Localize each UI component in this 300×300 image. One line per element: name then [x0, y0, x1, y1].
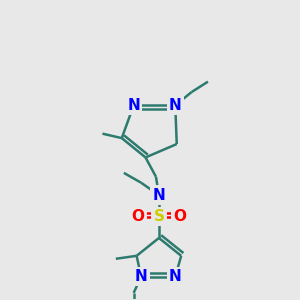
Text: N: N [169, 98, 182, 113]
Text: O: O [173, 209, 186, 224]
Text: O: O [132, 209, 145, 224]
Text: N: N [127, 98, 140, 113]
Text: S: S [153, 209, 164, 224]
Text: N: N [152, 188, 165, 203]
Text: N: N [135, 269, 148, 284]
Text: N: N [169, 269, 182, 284]
